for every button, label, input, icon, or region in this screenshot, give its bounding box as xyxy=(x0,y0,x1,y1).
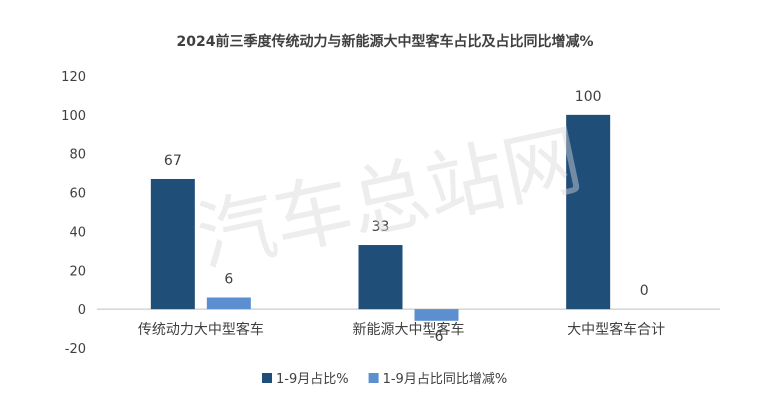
y-tick-label: 40 xyxy=(69,225,86,240)
bar-share xyxy=(150,178,195,310)
legend: 1-9月占比% 1-9月占比同比增减% xyxy=(262,372,507,387)
bar-share xyxy=(566,114,611,310)
data-label: 100 xyxy=(575,89,602,105)
legend-label: 1-9月占比% xyxy=(276,372,349,387)
data-label: 33 xyxy=(372,219,390,235)
legend-swatch xyxy=(368,373,379,383)
data-label: 67 xyxy=(164,153,182,169)
bar-share xyxy=(358,245,403,310)
legend-label: 1-9月占比同比增减% xyxy=(383,372,508,387)
y-tick-label: 100 xyxy=(61,109,86,124)
category-label: 传统动力大中型客车 xyxy=(138,321,264,338)
y-tick-label: 60 xyxy=(69,187,86,202)
data-label: 6 xyxy=(224,271,233,287)
category-label: 大中型客车合计 xyxy=(567,321,665,338)
legend-swatch xyxy=(262,373,272,383)
plot-area: -20 0 20 40 60 80 100 120 传统动力大中型客车 67 6 新能源大中型客车 33… xyxy=(61,70,720,357)
category-label: 新能源大中型客车 xyxy=(353,321,465,338)
chart-title: 2024前三季度传统动力与新能源大中型客车占比及占比同比增减% xyxy=(177,33,594,50)
y-tick-label: 0 xyxy=(78,303,86,318)
data-label: 0 xyxy=(640,283,649,299)
y-tick-label: 120 xyxy=(61,70,86,85)
y-tick-label: -20 xyxy=(65,342,86,357)
bar-yoy-change xyxy=(206,297,251,310)
y-tick-label: 20 xyxy=(69,264,86,279)
bar-yoy-change xyxy=(414,309,459,321)
y-tick-label: 80 xyxy=(69,148,86,163)
data-label: -6 xyxy=(430,329,444,345)
